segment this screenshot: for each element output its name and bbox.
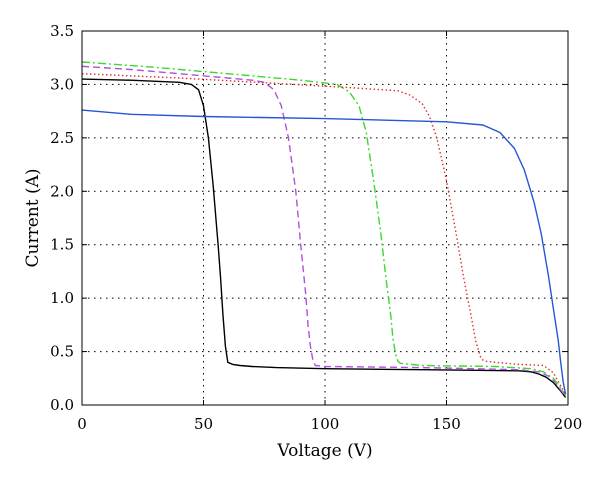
x-tick-label: 200 — [554, 415, 583, 433]
y-tick-label: 3.0 — [50, 75, 74, 93]
y-tick-label: 0.5 — [50, 343, 74, 361]
x-axis-title: Voltage (V) — [276, 441, 372, 461]
y-axis-title: Current (A) — [23, 169, 43, 268]
x-tick-labels: 0 50 100 150 200 — [77, 415, 582, 433]
x-tick-label: 150 — [432, 415, 461, 433]
series-line-2 — [81, 65, 567, 397]
tick-marks — [81, 30, 569, 406]
y-tick-label: 2.5 — [50, 129, 74, 147]
x-tick-label: 50 — [194, 415, 213, 433]
series-line-3 — [81, 61, 567, 396]
y-tick-label: 1.0 — [50, 289, 74, 307]
series-line-5 — [81, 109, 567, 395]
y-tick-label: 1.5 — [50, 236, 74, 254]
x-tick-label: 0 — [77, 415, 87, 433]
y-tick-label: 3.5 — [50, 22, 74, 40]
series-line-1 — [81, 78, 567, 398]
grid — [82, 31, 568, 405]
series-layer — [81, 61, 567, 398]
y-tick-label: 0.0 — [50, 396, 74, 414]
series-line-4 — [81, 73, 567, 395]
y-tick-labels: 0.0 0.5 1.0 1.5 2.0 2.5 3.0 3.5 — [50, 22, 74, 414]
x-tick-label: 100 — [311, 415, 340, 433]
y-tick-label: 2.0 — [50, 182, 74, 200]
